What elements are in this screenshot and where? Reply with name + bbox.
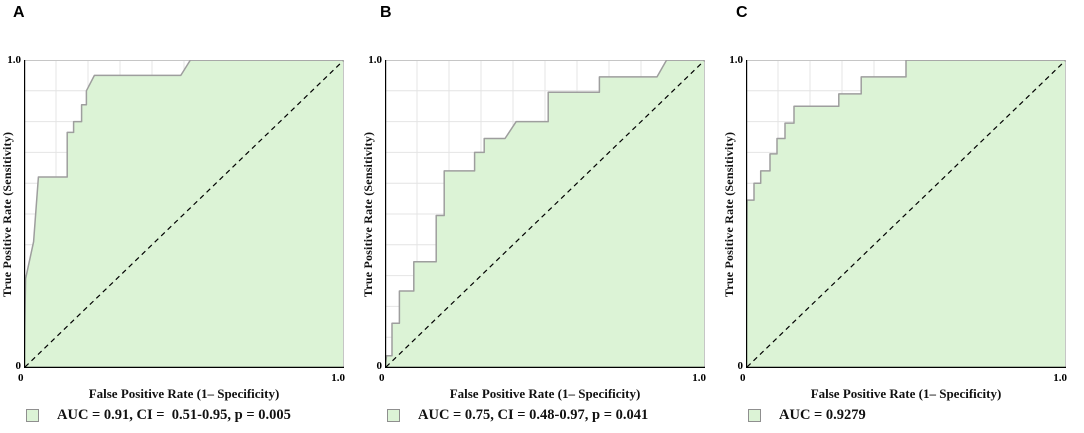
legend: AUC = 0.9279 bbox=[748, 407, 866, 424]
panel-letter: A bbox=[13, 4, 25, 21]
roc-panel-c: C True Positive Rate (Sensitivity) 1.0 0… bbox=[722, 0, 1083, 433]
legend-label: AUC = 0.91, CI = 0.51-0.95, p = 0.005 bbox=[57, 407, 291, 423]
x-tick-max: 1.0 bbox=[1053, 372, 1067, 384]
legend: AUC = 0.75, CI = 0.48-0.97, p = 0.041 bbox=[387, 407, 648, 424]
roc-plot-area bbox=[385, 60, 705, 368]
legend-swatch bbox=[748, 409, 761, 422]
roc-plot-area bbox=[746, 60, 1066, 368]
legend-swatch bbox=[387, 409, 400, 422]
legend-label: AUC = 0.75, CI = 0.48-0.97, p = 0.041 bbox=[418, 407, 649, 423]
roc-chart bbox=[24, 60, 344, 368]
roc-plot-area bbox=[24, 60, 344, 368]
roc-chart bbox=[385, 60, 705, 368]
panel-letter: B bbox=[380, 4, 392, 21]
x-tick-min: 0 bbox=[18, 372, 24, 384]
x-tick-min: 0 bbox=[740, 372, 746, 384]
y-tick-max: 1.0 bbox=[368, 54, 382, 66]
y-axis-label: True Positive Rate (Sensitivity) bbox=[361, 131, 375, 297]
y-axis-label: True Positive Rate (Sensitivity) bbox=[722, 131, 736, 297]
x-axis-label: False Positive Rate (1– Specificity) bbox=[810, 386, 1002, 401]
legend-label: AUC = 0.9279 bbox=[779, 407, 866, 423]
y-axis-label: True Positive Rate (Sensitivity) bbox=[0, 131, 14, 297]
roc-panel-a: A True Positive Rate (Sensitivity) 1.0 0… bbox=[0, 0, 361, 433]
legend: AUC = 0.91, CI = 0.51-0.95, p = 0.005 bbox=[26, 407, 291, 424]
panel-letter: C bbox=[736, 4, 748, 21]
x-tick-max: 1.0 bbox=[692, 372, 706, 384]
y-tick-min: 0 bbox=[15, 360, 22, 372]
y-tick-min: 0 bbox=[737, 360, 744, 372]
x-tick-max: 1.0 bbox=[331, 372, 345, 384]
roc-panel-b: B True Positive Rate (Sensitivity) 1.0 0… bbox=[361, 0, 722, 433]
y-tick-min: 0 bbox=[376, 360, 383, 372]
roc-chart bbox=[746, 60, 1066, 368]
x-axis-label: False Positive Rate (1– Specificity) bbox=[88, 386, 280, 401]
x-tick-min: 0 bbox=[379, 372, 385, 384]
y-tick-max: 1.0 bbox=[729, 54, 743, 66]
legend-swatch bbox=[26, 409, 39, 422]
y-tick-max: 1.0 bbox=[7, 54, 21, 66]
x-axis-label: False Positive Rate (1– Specificity) bbox=[449, 386, 641, 401]
